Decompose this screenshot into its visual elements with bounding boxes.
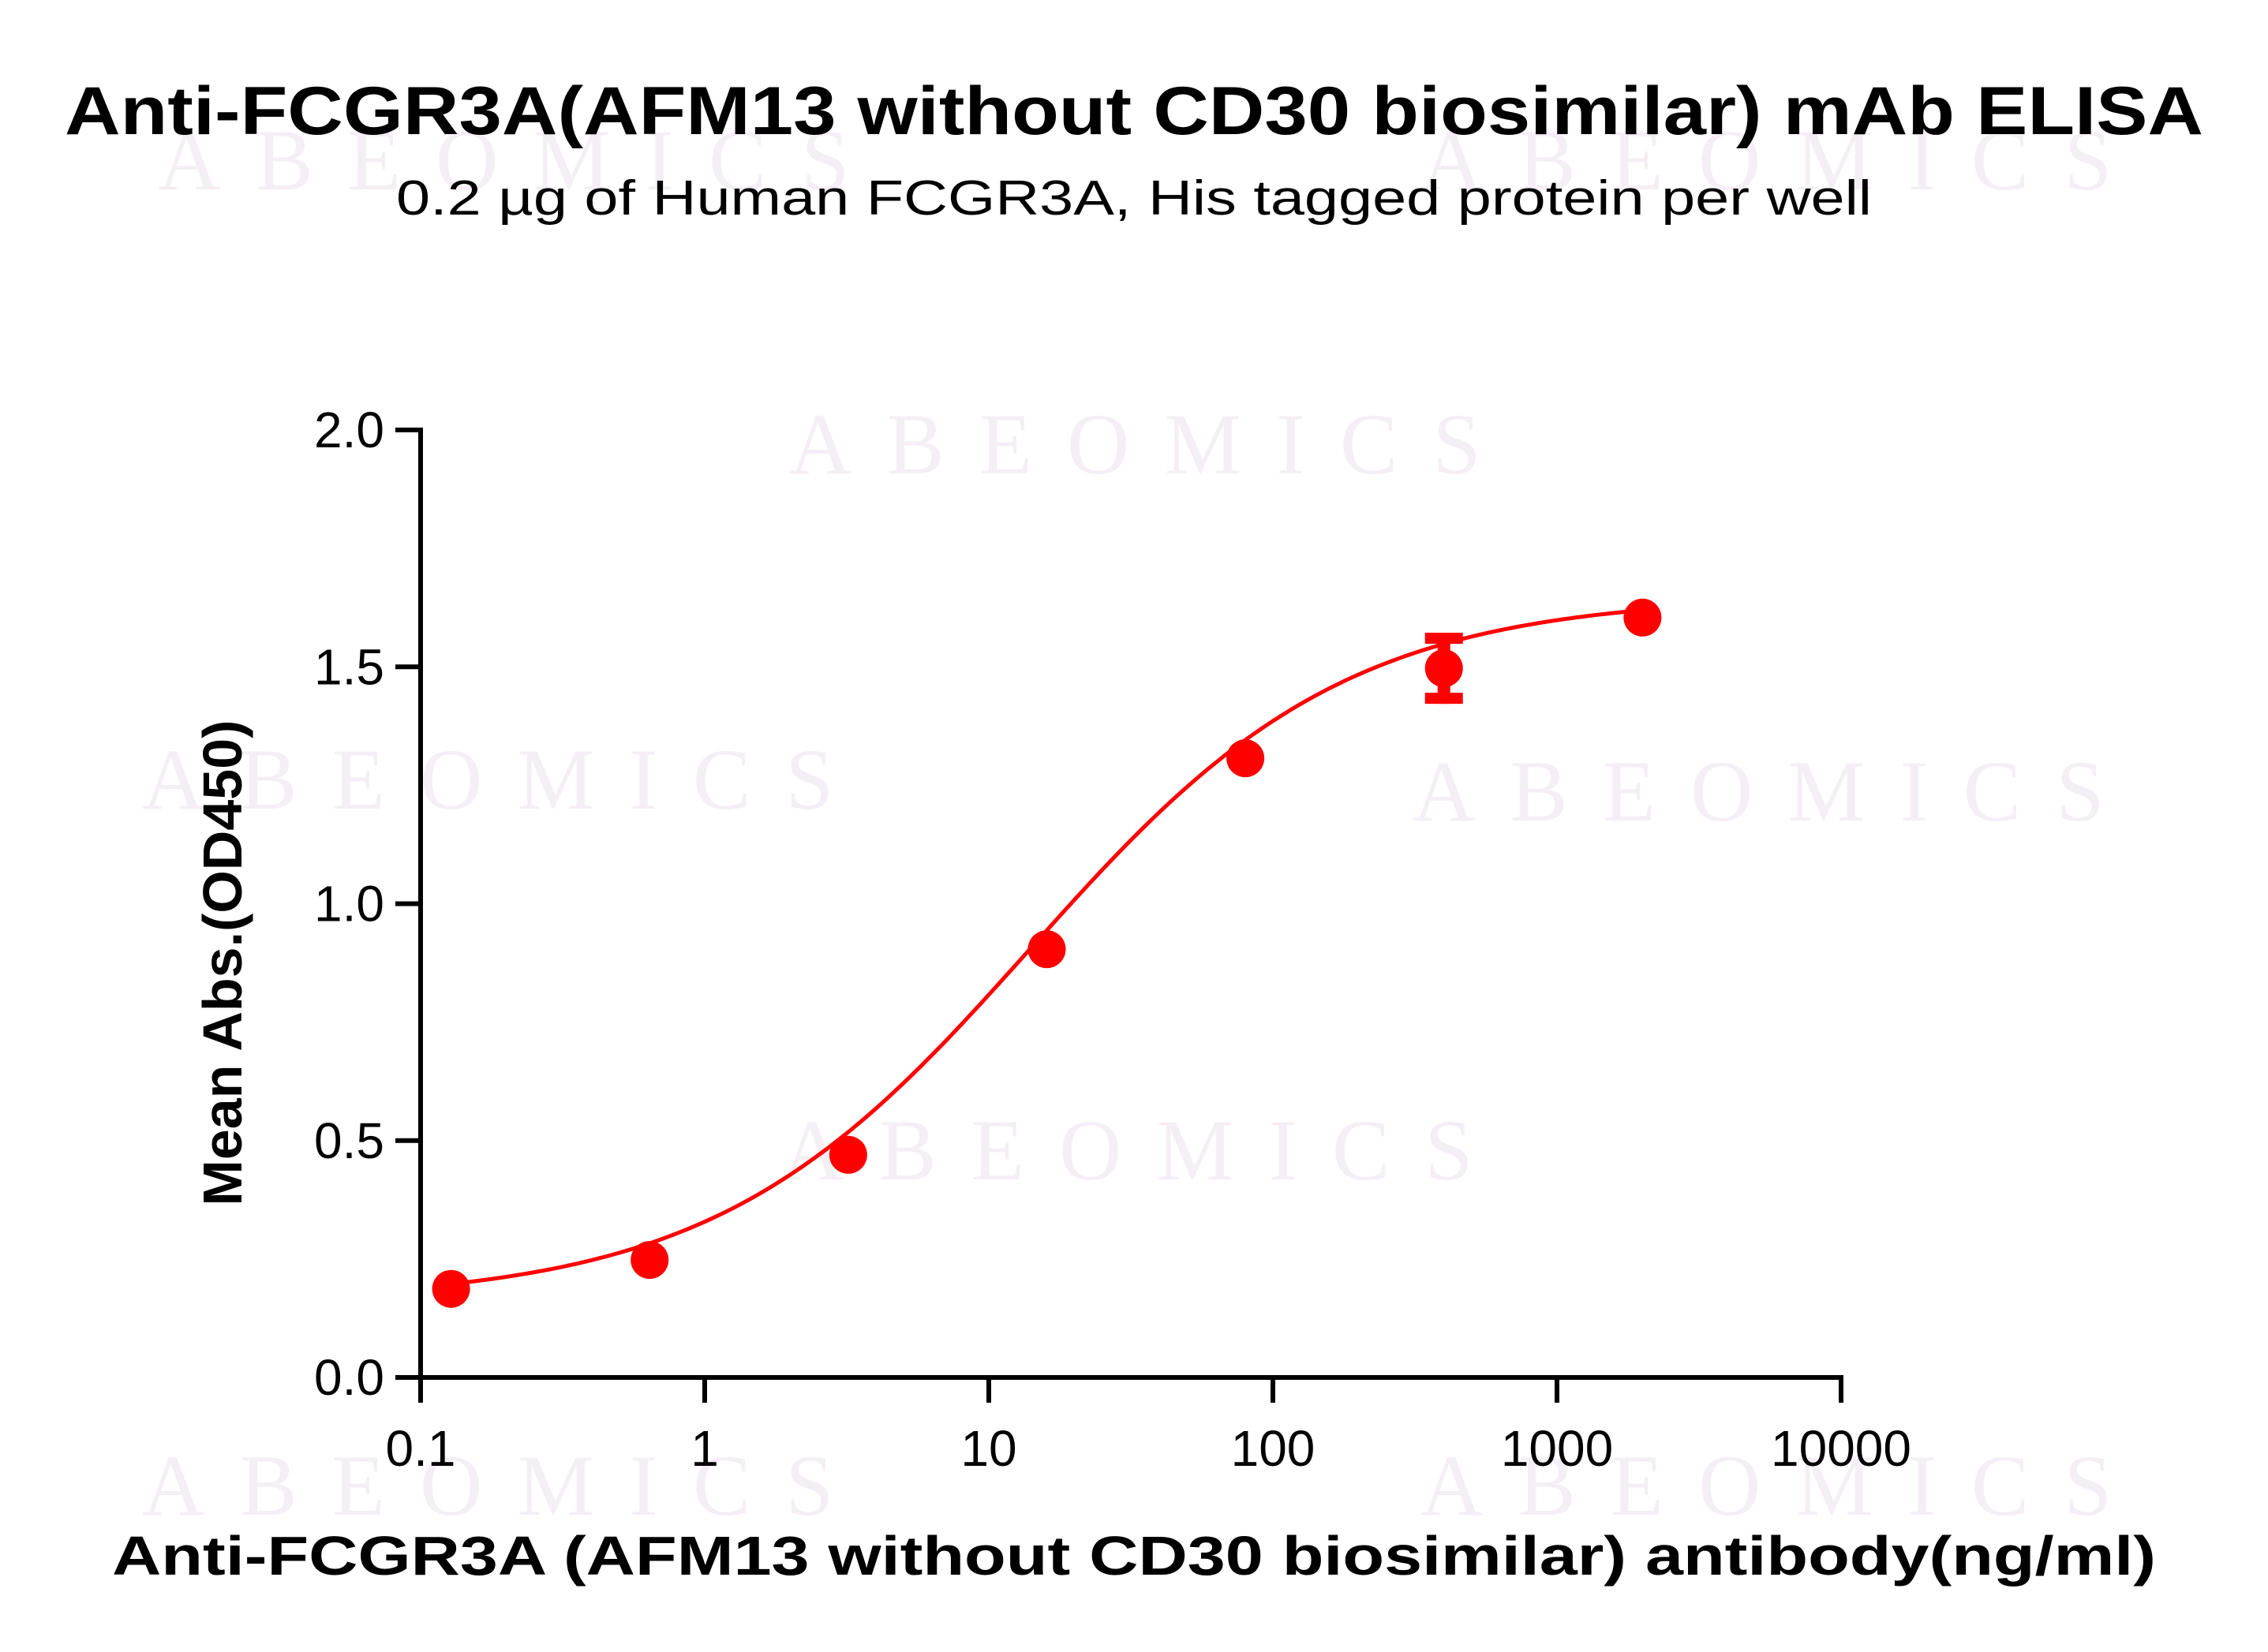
y-tick-label: 1.5	[314, 638, 384, 695]
x-axis: 0.1 1 10 100 1000 10000	[386, 1375, 1911, 1477]
x-tick-label: 1	[691, 1420, 719, 1477]
chart-title: Anti-FCGR3A(AFM13 without CD30 biosimila…	[65, 73, 2203, 149]
data-point	[631, 1241, 669, 1280]
x-tick-label: 0.1	[386, 1420, 456, 1477]
watermark: ABEOMICS	[142, 731, 868, 828]
watermark: ABEOMICS	[781, 1102, 1507, 1198]
watermark: ABEOMICS	[142, 1437, 868, 1534]
watermark: ABEOMICS	[158, 112, 884, 208]
x-tick-label: 10	[960, 1420, 1016, 1477]
data-point	[1424, 649, 1463, 688]
data-point	[1226, 739, 1265, 778]
data-point	[1027, 930, 1066, 969]
x-tick-label: 100	[1231, 1420, 1316, 1477]
x-tick-label: 1000	[1501, 1420, 1613, 1477]
y-axis: 0.0 0.5 1.0 1.5 2.0	[314, 402, 423, 1406]
watermark: ABEOMICS	[1420, 112, 2146, 208]
data-point	[432, 1269, 470, 1308]
y-tick-label: 0.5	[314, 1112, 384, 1169]
y-axis-title: Mean Abs.(OD450)	[192, 720, 253, 1206]
x-axis-title: Anti-FCGR3A (AFM13 without CD30 biosimil…	[112, 1525, 2156, 1587]
data-point	[1623, 598, 1662, 637]
watermark: ABEOMICS	[789, 396, 1515, 492]
watermarks: ABEOMICS ABEOMICS ABEOMICS ABEOMICS ABEO…	[142, 112, 2146, 1534]
y-tick-label: 0.0	[314, 1349, 384, 1406]
data-point	[829, 1135, 867, 1174]
watermark: ABEOMICS	[1413, 743, 2139, 839]
chart-subtitle: 0.2 µg of Human FCGR3A, His tagged prote…	[396, 171, 1872, 226]
watermark: ABEOMICS	[1420, 1437, 2146, 1534]
y-tick-label: 2.0	[314, 402, 384, 458]
y-tick-label: 1.0	[314, 876, 384, 933]
x-tick-label: 10000	[1771, 1420, 1911, 1477]
plot-area	[432, 598, 1662, 1308]
